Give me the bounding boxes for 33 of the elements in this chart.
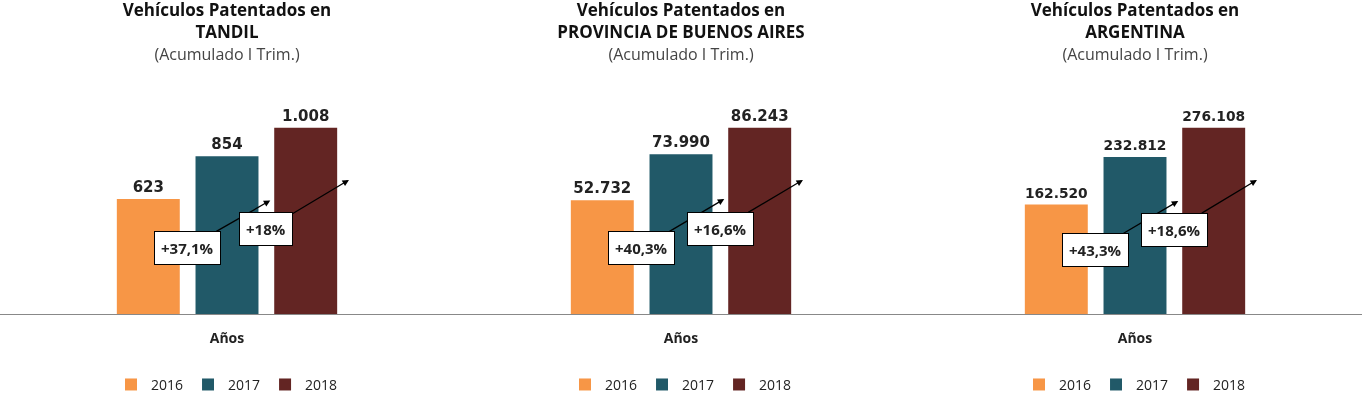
legend-label: 2016 (605, 374, 638, 394)
data-label: 73.990 (652, 133, 710, 152)
legend-label: 2018 (759, 374, 792, 394)
chart-title: Vehículos Patentados en ARGENTINA (1030, 0, 1240, 44)
chart-subtitle: (Acumulado I Trim.) (608, 43, 754, 66)
annotation: +40,3% (615, 238, 668, 258)
chart-title: Vehículos Patentados en PROVINCIA DE BUENOS AIRES (557, 0, 805, 44)
annotation: +16,6% (694, 219, 747, 239)
legend-label: 2017 (228, 374, 261, 394)
annotation: +37,1% (161, 238, 214, 258)
legend-label: 2017 (682, 374, 715, 394)
data-label: 232.812 (1103, 137, 1167, 154)
data-label: 52.732 (573, 179, 632, 198)
chart-subtitle: (Acumulado I Trim.) (1062, 43, 1208, 66)
data-label: 162.520 (1024, 184, 1088, 201)
data-label: 86.243 (730, 106, 789, 125)
annotation: +18% (246, 219, 286, 239)
annotation: +43,3% (1069, 240, 1122, 260)
chart-title: Vehículos Patentados en TANDIL (122, 0, 332, 44)
x-axis-title: Años (663, 327, 699, 347)
data-label: 276.108 (1182, 108, 1246, 125)
data-label: 623 (132, 177, 164, 196)
annotation: +18,6% (1148, 220, 1201, 240)
chart-subtitle: (Acumulado I Trim.) (154, 43, 300, 66)
legend-label: 2016 (151, 374, 184, 394)
legend-label: 2017 (1136, 374, 1169, 394)
x-axis-title: Años (209, 327, 245, 347)
legend-label: 2018 (1213, 374, 1246, 394)
x-axis-title: Años (1117, 327, 1153, 347)
data-label: 854 (211, 135, 243, 154)
legend-label: 2016 (1059, 374, 1092, 394)
legend-label: 2018 (305, 374, 338, 394)
data-label: 1.008 (281, 106, 330, 125)
